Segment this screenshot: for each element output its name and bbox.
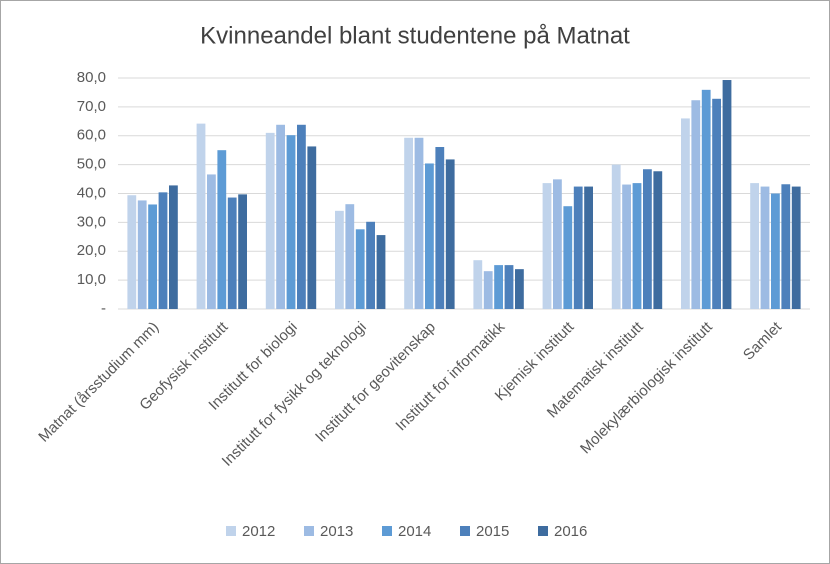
bar [148, 204, 157, 309]
bar [297, 124, 306, 309]
bar [345, 204, 355, 309]
bar [196, 123, 206, 309]
bar [425, 163, 434, 309]
bar [473, 260, 483, 309]
bar [515, 269, 524, 309]
bar [483, 271, 493, 309]
bar [494, 265, 503, 309]
bar [265, 132, 275, 309]
bar [760, 186, 770, 309]
bar [643, 169, 652, 309]
bar [691, 100, 701, 309]
bar [681, 118, 690, 309]
legend-swatch [226, 526, 236, 536]
bar [169, 185, 178, 309]
bar [158, 192, 168, 309]
legend-swatch [460, 526, 470, 536]
bar [563, 206, 573, 309]
y-tick-label: 80,0 [77, 69, 106, 86]
bar [414, 137, 424, 309]
bar [504, 265, 514, 309]
legend-swatch [538, 526, 548, 536]
chart-title: Kvinneandel blant studentene på Matnat [200, 22, 630, 49]
legend-label: 2016 [554, 523, 587, 540]
y-tick-label: 30,0 [77, 213, 106, 230]
legend-label: 2012 [242, 523, 275, 540]
bar [286, 135, 296, 309]
bar [573, 186, 583, 309]
legend-label: 2015 [476, 523, 509, 540]
bar [542, 183, 552, 309]
bar [701, 89, 711, 310]
bar [227, 197, 237, 309]
bar [376, 235, 386, 309]
bar [276, 124, 285, 309]
bar [771, 193, 780, 309]
bar [781, 184, 791, 309]
y-tick-label: 70,0 [77, 98, 106, 115]
bar [137, 200, 147, 309]
bar [712, 98, 721, 309]
bar [366, 221, 375, 309]
bar [335, 210, 344, 309]
y-tick-label: 20,0 [77, 242, 106, 259]
legend-swatch [382, 526, 392, 536]
bar [653, 171, 663, 309]
bar [622, 184, 631, 309]
bar [553, 179, 562, 309]
bar [435, 147, 445, 309]
bar [355, 229, 365, 309]
y-tick-label: 50,0 [77, 156, 106, 173]
bar [632, 183, 642, 309]
bar [791, 186, 801, 309]
bar [750, 183, 759, 309]
y-tick-label: 10,0 [77, 271, 106, 288]
bar [127, 195, 137, 309]
bar [217, 150, 227, 309]
bar [611, 164, 621, 309]
bar [207, 174, 216, 309]
bar [445, 159, 455, 309]
bar [584, 186, 593, 309]
y-tick-label: 40,0 [77, 184, 106, 201]
y-tick-label: - [101, 300, 106, 317]
legend-label: 2013 [320, 523, 353, 540]
bar [307, 146, 317, 309]
y-tick-label: 60,0 [77, 127, 106, 144]
bar [404, 137, 413, 309]
bar [238, 194, 247, 309]
bar [722, 80, 732, 310]
legend-swatch [304, 526, 314, 536]
legend-label: 2014 [398, 523, 431, 540]
